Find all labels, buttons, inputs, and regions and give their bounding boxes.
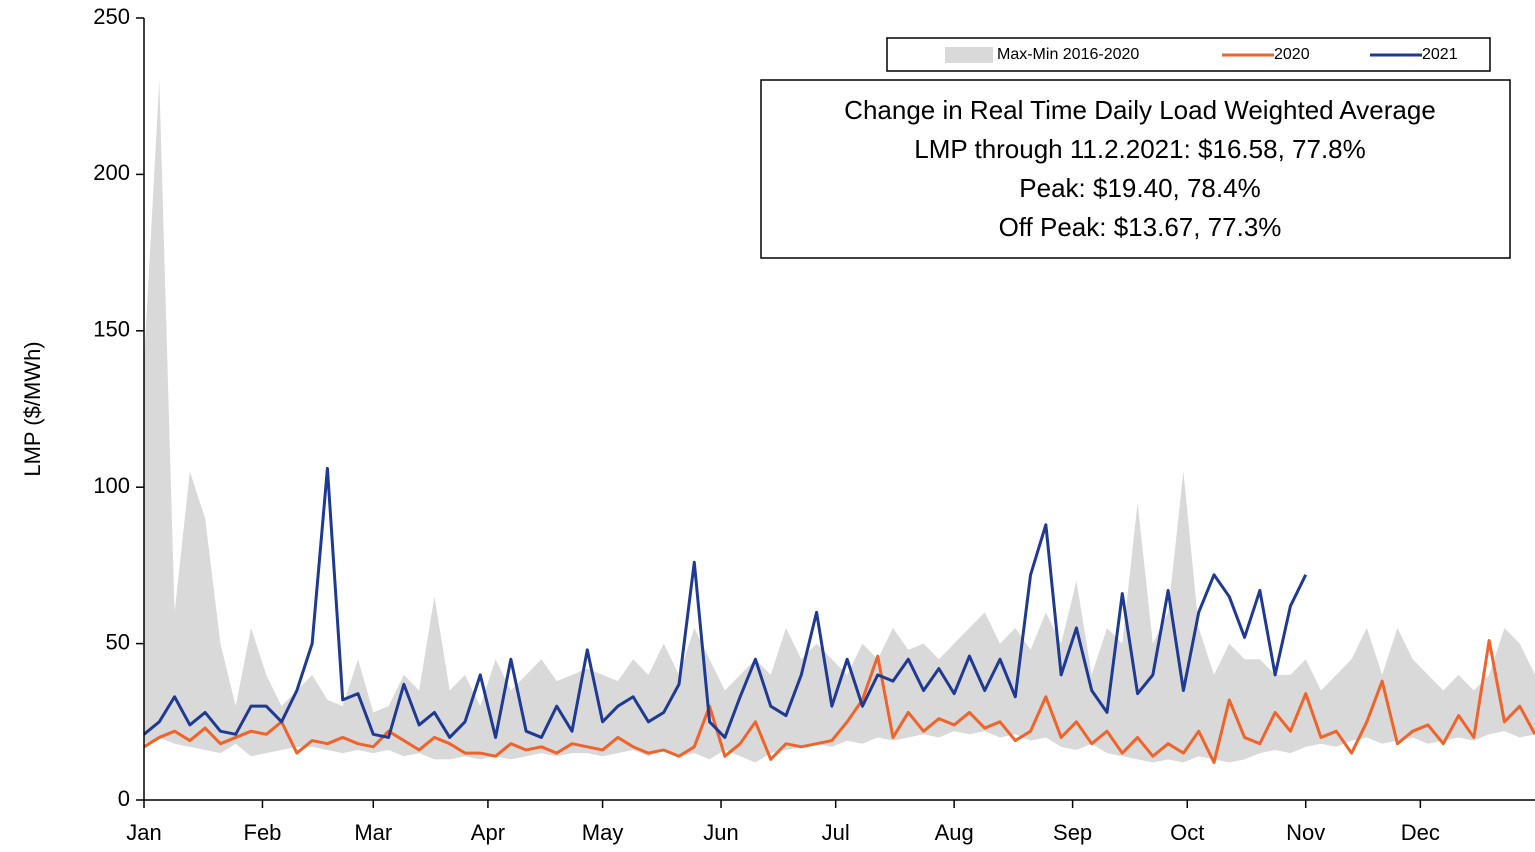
y-tick-label: 100 <box>93 473 130 498</box>
x-tick-label: Jun <box>703 820 738 845</box>
series-line <box>143 638 1535 764</box>
annotation-line: LMP through 11.2.2021: $16.58, 77.8% <box>914 134 1366 164</box>
x-tick-label: May <box>582 820 624 845</box>
legend-label: 2021 <box>1422 46 1458 63</box>
x-tick-label: Jul <box>822 820 850 845</box>
y-tick-label: 200 <box>93 160 130 185</box>
y-tick-label: 50 <box>106 629 130 654</box>
annotation-line: Change in Real Time Daily Load Weighted … <box>844 95 1436 125</box>
y-tick-label: 250 <box>93 4 130 29</box>
x-tick-label: Nov <box>1286 820 1325 845</box>
annotation-line: Off Peak: $13.67, 77.3% <box>999 212 1282 242</box>
x-tick-label: Oct <box>1170 820 1204 845</box>
series-line <box>143 466 1308 739</box>
range-band <box>144 80 1535 763</box>
x-tick-label: Apr <box>471 820 505 845</box>
x-tick-label: Jan <box>126 820 161 845</box>
y-tick-label: 0 <box>118 786 130 811</box>
legend-label: Max-Min 2016-2020 <box>997 46 1139 63</box>
annotation-box <box>760 79 1511 259</box>
y-tick-label: 150 <box>93 317 130 342</box>
annotation-line: Peak: $19.40, 78.4% <box>1019 173 1260 203</box>
x-tick-label: Sep <box>1053 820 1092 845</box>
legend-swatch <box>945 47 993 63</box>
x-tick-label: Feb <box>244 820 282 845</box>
legend-label: 2020 <box>1274 46 1310 63</box>
x-tick-label: Aug <box>935 820 974 845</box>
x-tick-label: Mar <box>354 820 392 845</box>
x-tick-label: Dec <box>1401 820 1440 845</box>
y-axis-label: LMP ($/MWh) <box>20 341 45 476</box>
